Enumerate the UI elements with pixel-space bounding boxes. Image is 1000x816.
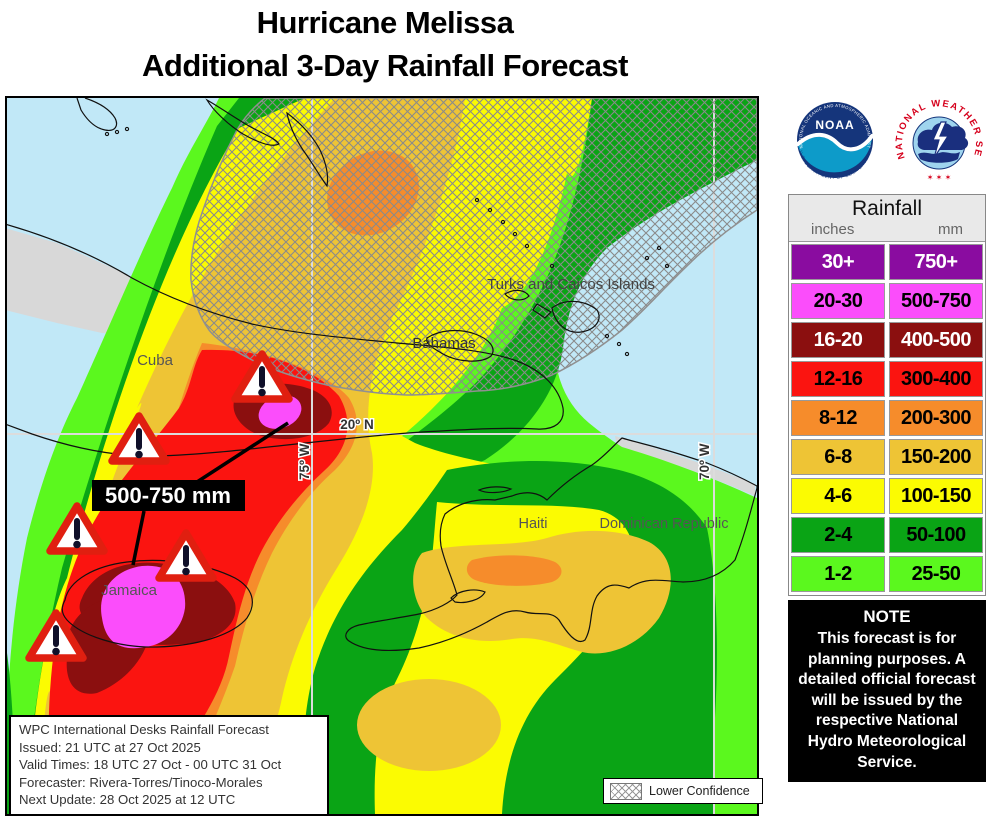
legend-row: 16-20 400-500 [791,322,983,358]
legend-cell-inches: 20-30 [791,283,885,319]
legend-cell-inches: 16-20 [791,322,885,358]
legend-cell-mm: 200-300 [889,400,983,436]
label-cuba: Cuba [137,352,174,369]
legend-cell-inches: 12-16 [791,361,885,397]
info-line: Valid Times: 18 UTC 27 Oct - 00 UTC 31 O… [19,757,282,773]
legend-cell-mm: 300-400 [889,361,983,397]
legend-row: 12-16 300-400 [791,361,983,397]
warning-icon [231,350,293,403]
nws-stars: ✶ ✶ ✶ [927,173,952,182]
note-title: NOTE [863,607,911,626]
coast-cuba [7,223,564,457]
legend-cell-inches: 6-8 [791,439,885,475]
coastlines [7,98,757,652]
legend-col-mm: mm [938,221,963,238]
legend-cell-inches: 4-6 [791,478,885,514]
confidence-label: Lower Confidence [649,784,750,798]
warning-icon [25,609,87,662]
legend-row: 1-2 25-50 [791,556,983,592]
band-20-30-jamaica [101,565,186,649]
coast-caicos [551,300,600,333]
warning-icon [108,412,170,465]
legend-rows: 30+ 750+ 20-30 500-750 16-20 400-500 12-16 300-… [789,242,985,595]
legend-row: 4-6 100-150 [791,478,983,514]
warning-icons [25,350,293,662]
coast-turks [504,289,552,319]
legend-cell-inches: 2-4 [791,517,885,553]
note-body: This forecast is for planning purposes. … [798,630,976,771]
coast-tortue [477,486,513,494]
lower-confidence-region [190,98,757,396]
band-6-8-south-blob [357,679,501,771]
band-20-30-cuba [258,395,302,429]
agency-logos: NOAA NATIONAL OCEANIC AND ATMOSPHERIC AD… [788,96,986,184]
legend-row: 8-12 200-300 [791,400,983,436]
annotation-group: 500-750 mm [92,421,289,566]
noaa-logo-icon: NOAA NATIONAL OCEANIC AND ATMOSPHERIC AD… [790,96,878,183]
legend-row: 2-4 50-100 [791,517,983,553]
coast-hispaniola [345,437,757,652]
right-panel: NOAA NATIONAL OCEANIC AND ATMOSPHERIC AD… [788,96,986,783]
annotation-label: 500-750 mm [105,483,231,508]
legend-row: 6-8 150-200 [791,439,983,475]
legend-row: 20-30 500-750 [791,283,983,319]
legend-header: Rainfall inches mm [789,195,985,242]
label-jamaica: Jamaica [101,582,158,599]
grid-labels: 20º N 75º W 70º W [296,416,714,482]
title-line2: Additional 3-Day Rainfall Forecast [142,47,629,83]
label-bahamas: Bahamas [412,335,475,352]
noaa-wordmark: NOAA [815,118,854,132]
coast-florida-keys [76,98,118,131]
label-haiti: Haiti [518,516,547,532]
annotation-box [92,480,245,511]
label-75w: 75º W [297,443,312,480]
page-title: Hurricane Melissa Additional 3-Day Rainf… [0,2,770,88]
legend-cell-mm: 100-150 [889,478,983,514]
info-line: Issued: 21 UTC at 27 Oct 2025 [19,739,201,755]
legend-cell-mm: 750+ [889,244,983,280]
legend-row: 30+ 750+ [791,244,983,280]
warning-icon [155,529,217,582]
legend-cell-inches: 1-2 [791,556,885,592]
band-8-12-haiti [466,555,562,586]
land-north-hispaniola [615,436,755,496]
info-line: WPC International Desks Rainfall Forecas… [19,722,269,737]
warning-icon [46,502,108,555]
coast-crooked-island [286,111,329,188]
coast-gonave [450,589,486,604]
coast-long-island [205,98,280,146]
legend-cell-mm: 500-750 [889,283,983,319]
label-20n: 20º N [340,417,373,432]
legend-cell-mm: 25-50 [889,556,983,592]
coast-great-inagua [426,329,494,362]
info-box: WPC International Desks Rainfall Forecas… [9,715,329,816]
country-labels: Cuba Jamaica Haiti Dominican Republic Tu… [101,276,728,599]
legend-cell-inches: 8-12 [791,400,885,436]
small-cays [104,126,670,357]
hatch-swatch-icon [610,782,642,800]
confidence-legend: Lower Confidence [603,778,763,804]
coast-jamaica [61,559,253,648]
rainfall-legend: Rainfall inches mm 30+ 750+ 20-30 500-750 16… [788,194,986,596]
legend-cell-inches: 30+ [791,244,885,280]
legend-cell-mm: 150-200 [889,439,983,475]
legend-cell-mm: 50-100 [889,517,983,553]
rainfall-map-svg: 20º N 75º W 70º W Cuba Jamaica Haiti Dom… [7,98,757,814]
note-box: NOTE This forecast is for planning purpo… [788,600,986,783]
legend-col-inches: inches [811,221,855,238]
label-70w: 70º W [697,443,712,480]
info-line: Forecaster: Rivera-Torres/Tinoco-Morales [19,774,263,790]
info-line: Next Update: 28 Oct 2025 at 12 UTC [19,792,236,808]
label-turks-caicos: Turks and Caicos Islands [487,276,655,293]
nws-logo-icon: NATIONAL WEATHER SERVICE ✶ ✶ ✶ [894,96,983,183]
forecast-map: 20º N 75º W 70º W Cuba Jamaica Haiti Dom… [5,96,763,816]
legend-cell-mm: 400-500 [889,322,983,358]
title-line1: Hurricane Melissa [256,5,514,40]
label-dominican-republic: Dominican Republic [600,516,729,532]
legend-title: Rainfall [851,197,923,220]
